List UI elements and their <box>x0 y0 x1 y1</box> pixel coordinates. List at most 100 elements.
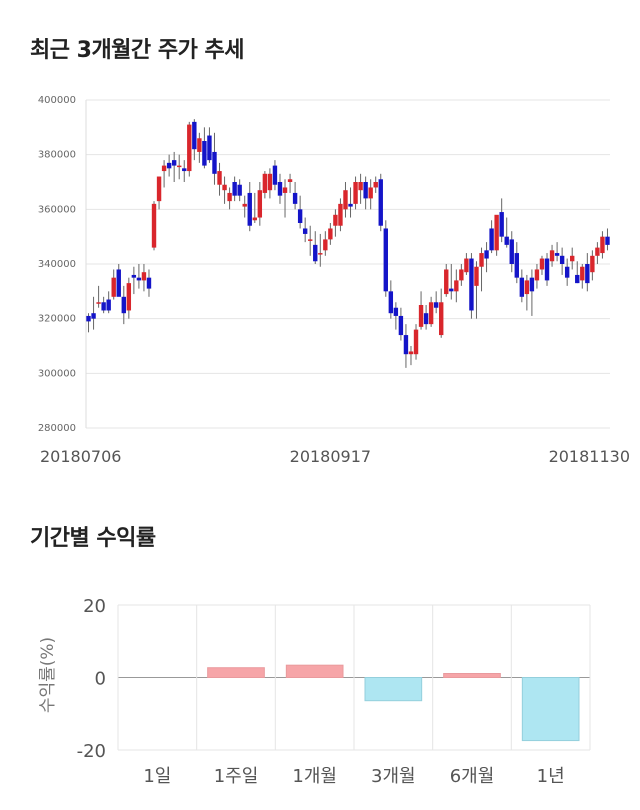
candle <box>207 127 212 163</box>
candle-body <box>161 165 167 172</box>
candle <box>449 264 454 300</box>
candle <box>232 176 237 202</box>
candle-body <box>449 288 454 292</box>
candle <box>368 179 373 210</box>
returns-bar <box>521 677 580 742</box>
candle-body <box>464 258 469 273</box>
candle <box>348 187 353 218</box>
candle-body <box>383 228 388 292</box>
candle <box>393 302 399 330</box>
candle <box>166 154 172 177</box>
candle <box>91 296 96 330</box>
candle <box>257 182 263 226</box>
candle <box>534 264 540 289</box>
candle <box>182 160 187 182</box>
candle-body <box>197 138 202 152</box>
candle-y-tick-label: 360000 <box>38 204 76 215</box>
returns-bar-chart: 20 0 -20 1일 1주일 1개월 3개월 6개월 1년 수익률(%) <box>38 596 591 787</box>
candle-body <box>590 255 595 273</box>
candle-body <box>111 277 116 297</box>
price-trend-title: 최근 3개월간 주가 추세 <box>30 38 244 63</box>
candle-body <box>212 151 217 174</box>
candle <box>600 231 605 259</box>
candle-body <box>348 203 353 207</box>
candle-body <box>328 228 333 240</box>
candle-body <box>126 283 132 311</box>
candle <box>161 160 167 188</box>
candle-body <box>121 296 126 314</box>
candle-body <box>136 277 142 281</box>
candle <box>343 182 348 218</box>
candle-body <box>454 280 459 292</box>
candle <box>595 242 600 264</box>
candle-body <box>534 269 540 281</box>
candle-body <box>182 168 187 172</box>
returns-y-tick-label: 0 <box>95 669 106 690</box>
candle-body <box>166 162 172 169</box>
candle <box>272 160 278 191</box>
candle-body <box>292 192 298 204</box>
candle-body <box>308 239 313 241</box>
candle <box>459 264 464 286</box>
candle-body <box>171 160 177 166</box>
candle-body <box>222 184 227 191</box>
candle-body <box>252 217 257 221</box>
candle <box>177 154 182 180</box>
candle <box>222 176 227 204</box>
returns-x-tick-label: 1일 <box>143 766 171 787</box>
candle <box>454 269 459 303</box>
candle <box>464 253 469 275</box>
candle-body <box>323 239 328 251</box>
candle <box>323 231 328 256</box>
candle <box>469 253 474 319</box>
candle-body <box>378 179 383 226</box>
candle-body <box>116 269 121 297</box>
candle-body <box>595 247 600 256</box>
candle-body <box>539 258 545 270</box>
candle <box>111 269 116 300</box>
candle <box>227 187 232 210</box>
returns-y-ticks: 20 0 -20 <box>77 596 106 762</box>
candle-body <box>202 141 207 166</box>
candle <box>106 291 111 314</box>
returns-bar <box>364 677 423 702</box>
candle <box>292 182 298 210</box>
candle-x-ticks: 20180706 20180917 20181130 <box>40 447 630 466</box>
candle-y-tick-label: 300000 <box>38 368 76 379</box>
candle-y-ticks: 280000 300000 320000 340000 360000 380000 4000… <box>38 95 76 434</box>
candle-body <box>232 182 237 196</box>
candle <box>141 264 147 292</box>
candle <box>242 195 247 218</box>
candle <box>398 307 404 341</box>
candle-body <box>177 165 182 168</box>
candle-body <box>580 266 585 281</box>
returns-y-axis-label: 수익률(%) <box>38 637 58 713</box>
returns-x-tick-label: 1년 <box>537 766 565 787</box>
candle-body <box>282 187 288 193</box>
candle-body <box>267 173 273 191</box>
candle-x-tick-label: 20180917 <box>290 447 371 466</box>
candle <box>408 346 414 366</box>
candle-body <box>600 236 605 254</box>
candle <box>237 179 242 202</box>
candle-body <box>388 291 394 314</box>
candle-body <box>393 307 399 316</box>
candle-body <box>302 228 308 234</box>
returns-x-tick-label: 3개월 <box>371 766 416 787</box>
candle-body <box>146 277 152 289</box>
candle <box>428 296 434 327</box>
candle <box>197 132 202 163</box>
candle <box>318 233 323 267</box>
candle-body <box>217 171 222 185</box>
candle-body <box>192 121 197 150</box>
returns-x-tick-label: 6개월 <box>450 766 495 787</box>
candle-body <box>313 244 318 262</box>
candle-body <box>257 190 263 218</box>
candle-body <box>187 124 192 172</box>
candle <box>378 173 383 232</box>
returns-y-tick-label: 20 <box>83 596 106 617</box>
candle-body <box>277 182 283 196</box>
candle <box>383 220 388 297</box>
candle-body <box>262 173 268 193</box>
candle-body <box>479 253 484 267</box>
